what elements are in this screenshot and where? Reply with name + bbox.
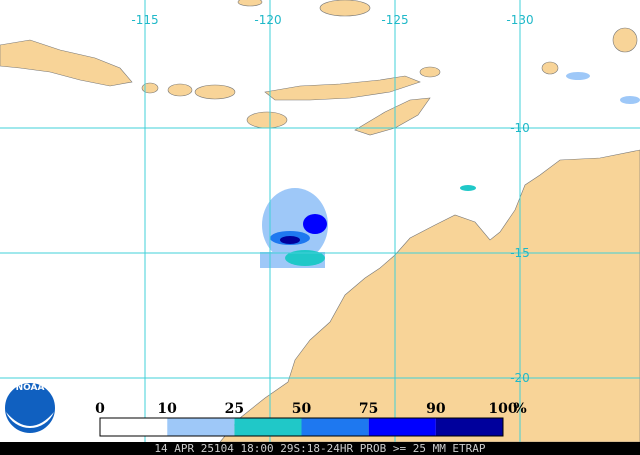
legend-swatch [100,418,168,436]
longitude-label: -115 [131,13,158,27]
legend-label: 90 [426,401,446,417]
legend-label: 50 [292,401,312,417]
logo-text: NOAA [16,383,45,393]
legend-label: 25 [225,401,244,417]
latitude-label: -10 [510,121,530,135]
legend-swatch [301,418,369,436]
latitude-label: -15 [510,246,530,260]
longitude-label: -125 [381,13,408,27]
legend-swatch [435,418,503,436]
land [0,0,640,443]
longitude-label: -120 [254,13,281,27]
graticule [0,0,640,442]
legend-frame [99,417,504,437]
legend-swatch [167,418,235,436]
logo: NOAA [3,381,57,435]
footer-text: 14 APR 25104 18:00 29S:18-24HR PROB >= 2… [154,442,486,455]
legend-unit: % [513,401,526,417]
legend-label: 10 [157,401,177,417]
latitude-label: -20 [510,371,530,385]
legend-swatch [234,418,302,436]
legend-label: 100 [488,401,517,417]
longitude-label: -130 [506,13,533,27]
legend-label: 0 [95,401,105,417]
legend-label: 75 [359,401,378,417]
legend-swatch [368,418,436,436]
footer-bar [0,442,640,455]
probability-area [260,72,640,268]
